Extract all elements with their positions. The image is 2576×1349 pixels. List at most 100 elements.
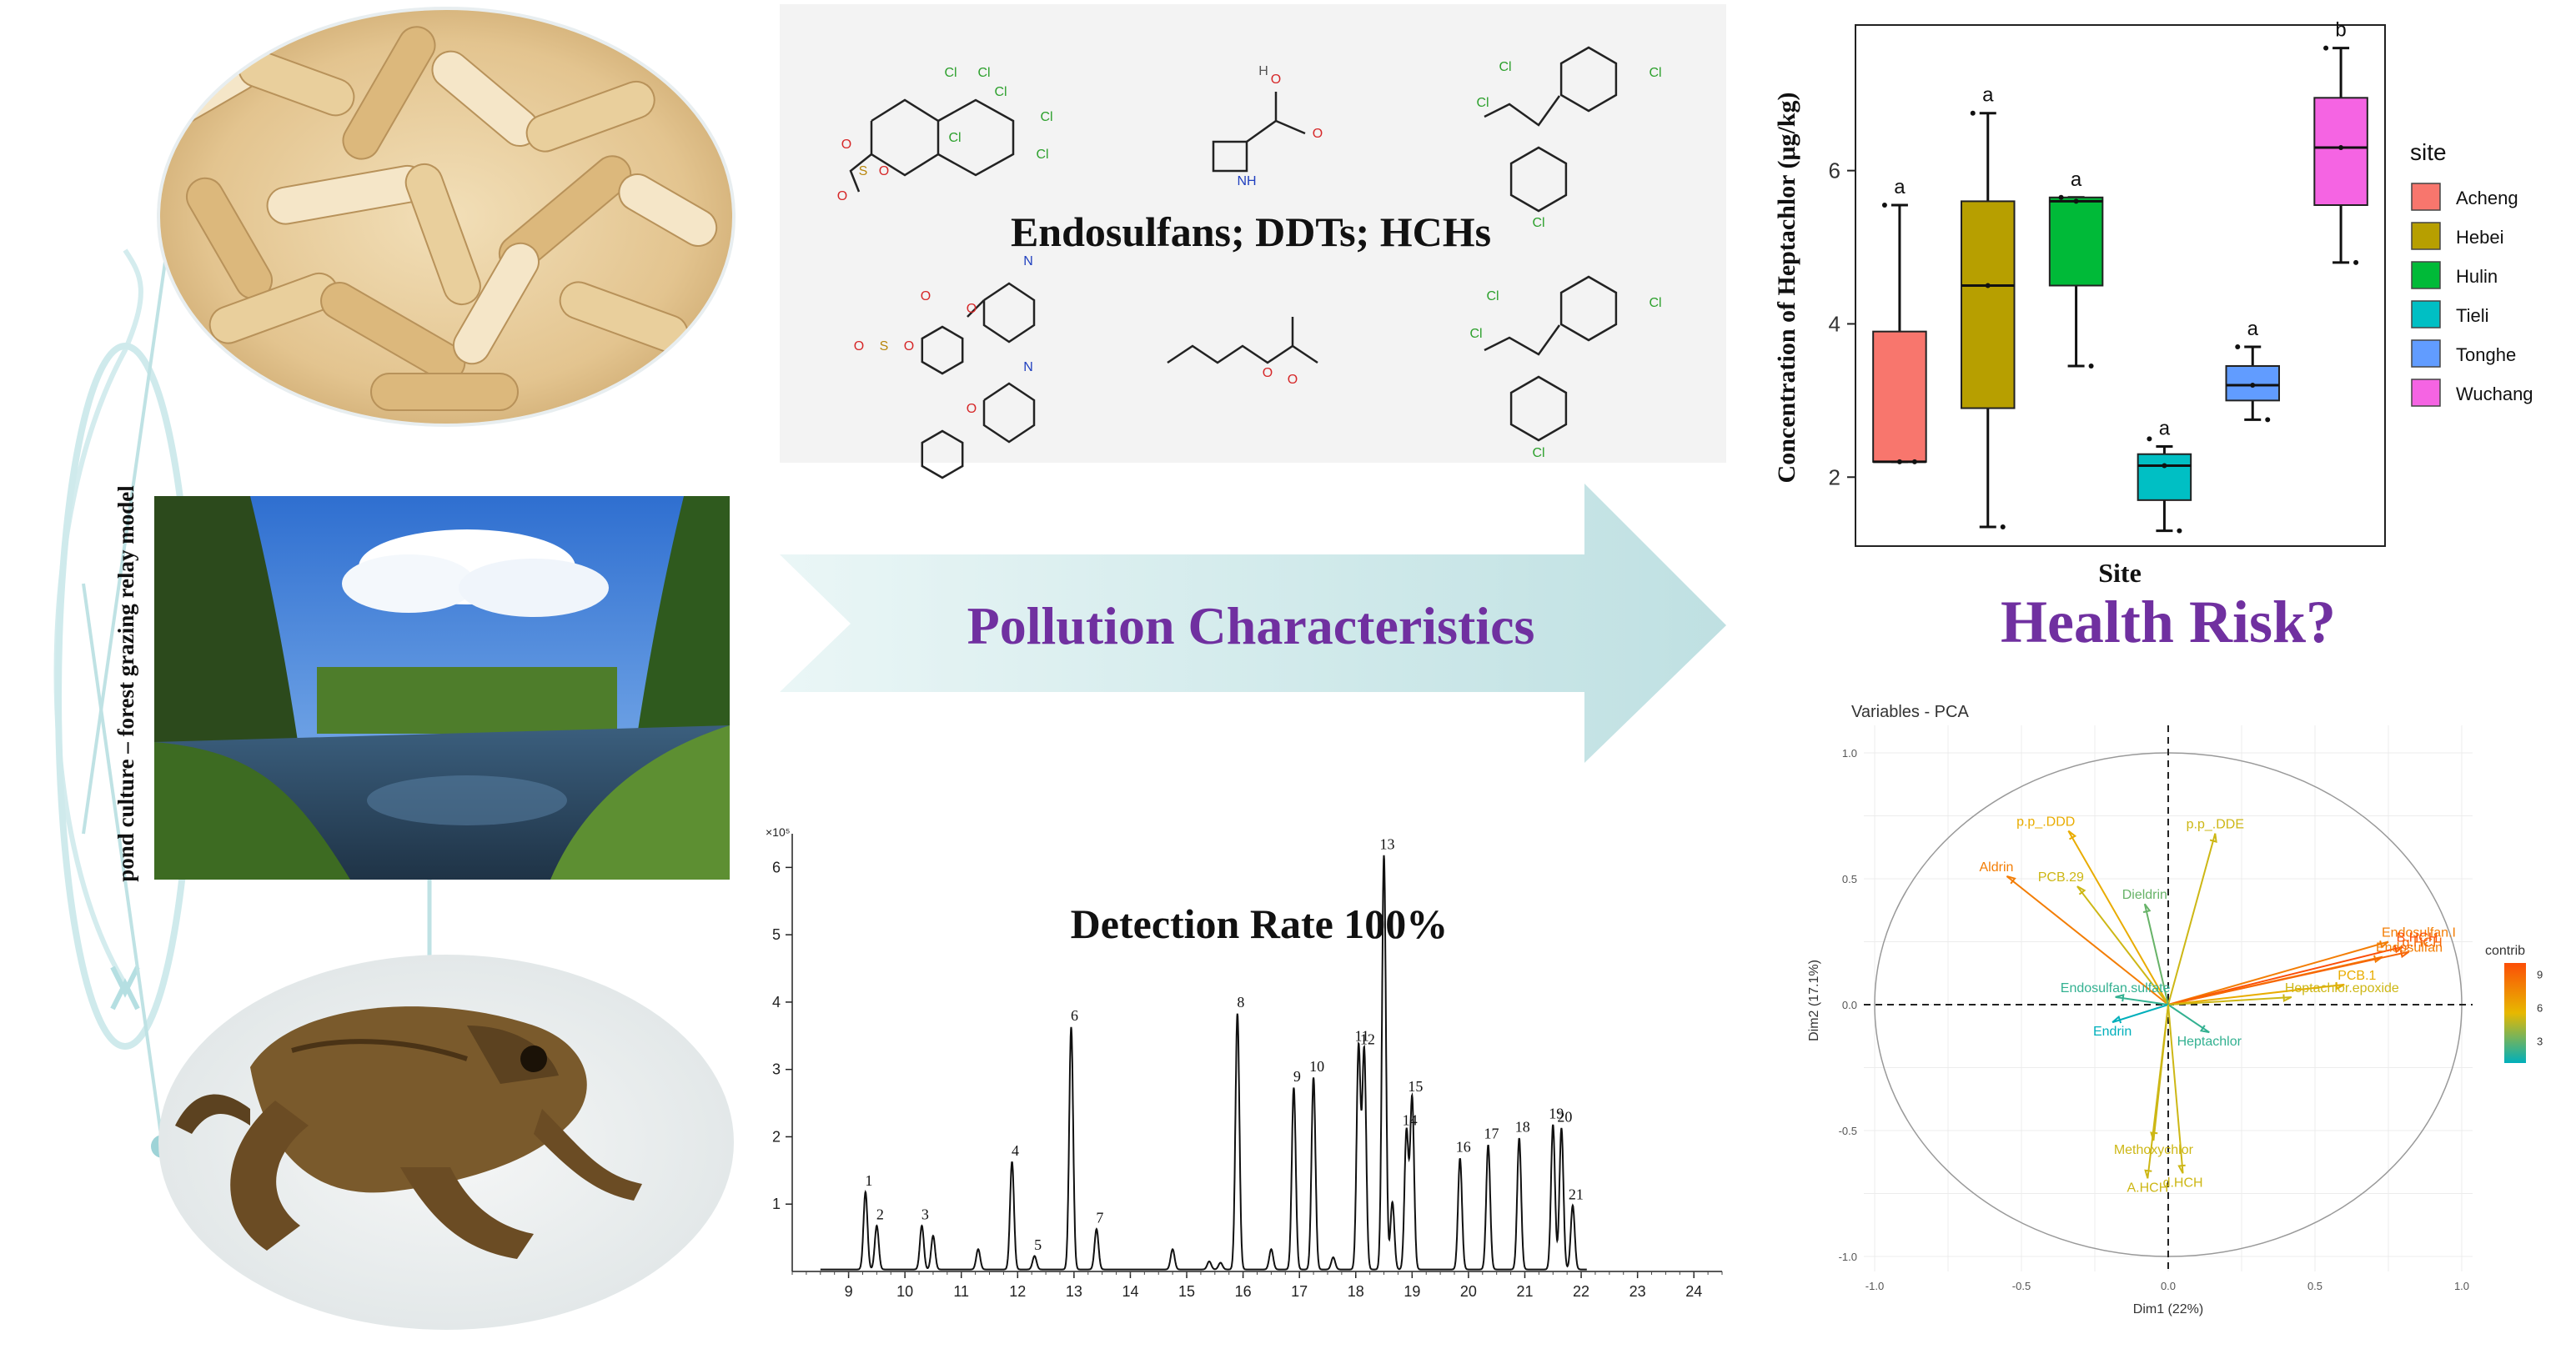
oviduct-strand: [453, 242, 540, 365]
pca-arrowhead: [2142, 903, 2152, 914]
oviduct-strand: [525, 80, 655, 153]
pca-arrow: [2115, 995, 2169, 1005]
peak-label-9: 9: [1293, 1068, 1301, 1085]
box-significance-letter: a: [2159, 418, 2171, 440]
chromatogram-trace: [820, 855, 1587, 1271]
pca-ylabel: Dim2 (17.1%): [1807, 960, 1821, 1041]
box-body: [2137, 453, 2192, 501]
oviduct-strand: [618, 173, 718, 247]
peak-label-3: 3: [921, 1206, 929, 1223]
peak-label-4: 4: [1012, 1142, 1019, 1159]
peak-label-18: 18: [1515, 1119, 1530, 1136]
peak-label-8: 8: [1237, 994, 1244, 1010]
pca-arrowhead: [2335, 981, 2345, 990]
box-data-point: [2000, 524, 2006, 530]
pca-arrowhead: [2006, 875, 2016, 885]
pca-arrow: [2167, 995, 2292, 1005]
chromatogram-ytick-label: 4: [772, 994, 781, 1010]
peak-label-16: 16: [1456, 1139, 1471, 1156]
chromatogram-xtick-label: 10: [896, 1283, 913, 1300]
legend-label-wuchang: Wuchang: [2456, 384, 2533, 404]
pca-variable-label: Endosulfan: [2376, 941, 2443, 955]
boxplot-xlabel: Site: [2098, 558, 2142, 588]
oviduct-strand: [320, 282, 466, 382]
cl-label: Cl: [977, 66, 990, 80]
pca-arrow: [2067, 830, 2169, 1005]
o-label: O: [1288, 373, 1298, 387]
pca-arrow: [2167, 983, 2345, 1005]
boxplot-ytick-label: 6: [1829, 158, 1840, 183]
cl-label: Cl: [1649, 66, 1661, 80]
pca-xtick-label: 0.5: [2307, 1280, 2322, 1292]
pca-legend-title: contrib: [2485, 944, 2525, 958]
pca-variable: Heptachlor.epoxide: [2167, 981, 2399, 1005]
pca-contrib-colorbar: [2504, 963, 2526, 1063]
pca-arrow: [2167, 1004, 2184, 1174]
peak-label-21: 21: [1569, 1186, 1584, 1202]
chromatogram-xtick-label: 16: [1235, 1283, 1252, 1300]
cl-label: Cl: [1476, 96, 1489, 110]
pca-variable: p.p_.DDD: [2016, 815, 2169, 1005]
legend-swatch-hebei: [2411, 222, 2441, 250]
peak-label-5: 5: [1034, 1236, 1042, 1253]
box-body: [2313, 97, 2368, 206]
pca-title: Variables - PCA: [1851, 703, 1969, 721]
pca-xtick-label: 1.0: [2454, 1280, 2469, 1292]
pca-variable-label: p.p_.DDD: [2016, 815, 2075, 830]
s-label: S: [859, 164, 868, 178]
pca-variable-label: Aldrin: [1979, 860, 2013, 875]
chromatogram-xtick-label: 19: [1403, 1283, 1420, 1300]
box-significance-letter: a: [2247, 318, 2259, 340]
legend-swatch-wuchang: [2411, 379, 2441, 407]
ddt-ring-bottom: [1509, 375, 1568, 442]
pca-variable-label: Heptachlor.epoxide: [2285, 981, 2399, 995]
pca-arrow: [2143, 903, 2169, 1005]
chromatogram-xtick-label: 24: [1685, 1283, 1702, 1300]
peak-label-15: 15: [1408, 1078, 1423, 1095]
box-data-point: [2353, 259, 2359, 265]
pca-variable: B.HCH: [2167, 931, 2438, 1005]
pca-variable-label: d.HCH: [2163, 1176, 2203, 1190]
peak-label-1: 1: [865, 1172, 872, 1189]
box-hulin: a: [2048, 168, 2104, 369]
cl-label: Cl: [994, 85, 1007, 99]
box-data-point: [2058, 194, 2064, 200]
pca-variable: A.HCH: [2127, 1004, 2169, 1195]
box-data-point: [2147, 436, 2152, 442]
relay-model-label: pond culture – forest grazing relay mode…: [113, 485, 138, 882]
connector-bottom: [82, 583, 164, 1147]
pca-xtick-label: -1.0: [1865, 1280, 1884, 1292]
pca-arrowhead: [2067, 830, 2077, 840]
box-acheng: a: [1872, 176, 1927, 464]
o-label: O: [837, 189, 847, 203]
box-mean-point: [2250, 382, 2256, 388]
chromatogram-xtick-label: 15: [1178, 1283, 1195, 1300]
pca-arrow: [2147, 1004, 2169, 1179]
box-tieli: a: [2137, 418, 2192, 534]
chromatogram-xtick-label: 23: [1629, 1283, 1646, 1300]
chromatogram-xtick-label: 13: [1066, 1283, 1082, 1300]
o-label: O: [854, 339, 864, 354]
pca-variable-label: PCB.29: [2038, 870, 2084, 885]
health-risk-label: Health Risk?: [2001, 589, 2336, 655]
pca-variable-label: g.HCH: [2403, 936, 2443, 950]
chromatogram-xtick-label: 11: [953, 1283, 969, 1300]
ddt-bond: [1484, 324, 1561, 356]
pca-ytick-label: 1.0: [1842, 747, 1857, 760]
azetidine-ring: [1212, 140, 1248, 173]
box-hebei: a: [1961, 84, 2016, 530]
peak-label-13: 13: [1380, 835, 1395, 852]
phenyl-ring: [921, 325, 964, 375]
cl-label: Cl: [1532, 216, 1544, 230]
frog-oviduct-photo: [157, 7, 736, 427]
peak-label-12: 12: [1360, 1031, 1375, 1048]
peak-label-2: 2: [876, 1206, 884, 1223]
legend-label-tieli: Tieli: [2456, 305, 2489, 326]
n-label: N: [1023, 254, 1033, 268]
dde-ring-top: [1559, 46, 1618, 113]
pca-variable-label: Methoxychlor: [2114, 1143, 2194, 1157]
o-label: O: [967, 302, 977, 316]
pca-xtick-label: 0.0: [2161, 1280, 2176, 1292]
pca-variable-label: B.HCH: [2397, 931, 2438, 945]
o-label: O: [904, 339, 914, 354]
